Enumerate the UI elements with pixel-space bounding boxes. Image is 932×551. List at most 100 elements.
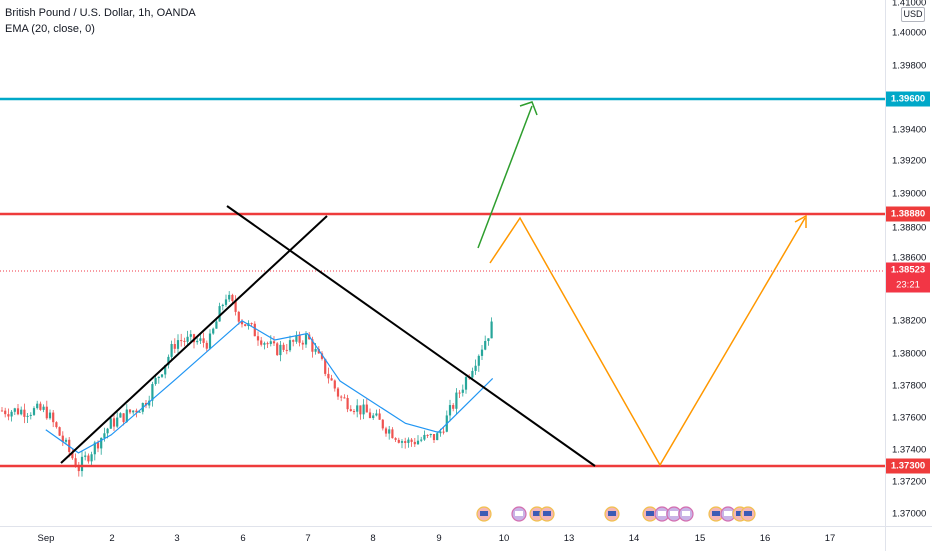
candle-body — [173, 344, 176, 349]
orange-arrow-head — [794, 214, 807, 228]
time-label: 15 — [694, 533, 706, 544]
candle-body — [29, 414, 32, 416]
candle-body — [285, 349, 288, 351]
price-tick: 1.39800 — [892, 60, 927, 72]
candle-body — [20, 409, 23, 415]
price-tick: 1.37800 — [892, 380, 927, 392]
candle-body — [135, 410, 138, 413]
candle-body — [64, 439, 68, 442]
candle-body — [368, 412, 372, 418]
top-level-price-tag: 1.39600 — [886, 91, 930, 107]
price-tick: 1.38600 — [892, 252, 927, 264]
candle-body — [80, 456, 84, 472]
candle-body — [84, 455, 87, 457]
candle-body — [61, 435, 64, 442]
candle-body — [119, 413, 122, 418]
candle-body — [349, 409, 352, 412]
descending-trendline[interactable] — [226, 205, 596, 467]
candle-body — [384, 428, 388, 434]
candle-body — [138, 411, 141, 413]
candle-body — [4, 410, 7, 415]
candle-body — [372, 415, 375, 418]
candle-body — [208, 333, 212, 349]
candle-body — [391, 429, 394, 439]
candle-body — [282, 344, 285, 350]
candle-body — [356, 405, 359, 412]
indicator-legend[interactable]: EMA (20, close, 0) — [5, 23, 95, 35]
time-label: 3 — [174, 533, 180, 544]
candle-body — [228, 294, 231, 300]
candle-body — [480, 349, 484, 356]
candle-body — [397, 439, 400, 443]
price-axis[interactable]: USD 1.41000 1.40000 1.39800 1.39400 1.39… — [885, 0, 932, 526]
price-tick: 1.37200 — [892, 476, 927, 488]
orange-projection-path[interactable] — [489, 216, 806, 467]
candle-body — [234, 301, 237, 312]
green-projection-arrow[interactable] — [477, 105, 533, 249]
candle-body — [164, 365, 167, 375]
candle-body — [464, 377, 468, 390]
price-tick: 1.39000 — [892, 188, 927, 200]
ascending-trendline[interactable] — [60, 215, 328, 464]
time-label: 17 — [824, 533, 836, 544]
candle-body — [429, 434, 432, 436]
time-label: 8 — [370, 533, 376, 544]
candle-body — [221, 304, 224, 307]
candle-body — [416, 440, 420, 445]
candle-body — [432, 434, 436, 441]
candle-body — [362, 404, 365, 415]
candle-body — [93, 442, 96, 455]
time-label: 13 — [563, 533, 575, 544]
candle-body — [160, 374, 164, 377]
time-label: 2 — [109, 533, 115, 544]
symbol-title[interactable]: British Pound / U.S. Dollar, 1h, OANDA — [5, 7, 196, 19]
time-label: 7 — [305, 533, 311, 544]
candle-body — [410, 439, 413, 442]
candle-body — [55, 422, 58, 428]
economic-events-row — [476, 506, 756, 522]
candle-body — [106, 428, 109, 434]
candle-body — [266, 343, 269, 345]
candle-body — [352, 411, 356, 413]
price-tick: 1.38000 — [892, 348, 927, 360]
candle-body — [148, 400, 151, 406]
currency-label[interactable]: USD — [901, 7, 925, 22]
us-flag-stripe — [480, 511, 488, 516]
time-label: 6 — [240, 533, 246, 544]
candle-body — [388, 429, 391, 434]
candles-layer — [0, 291, 493, 477]
candle-body — [42, 406, 45, 410]
candle-body — [132, 410, 135, 413]
price-tick: 1.38800 — [892, 222, 927, 234]
time-axis[interactable]: Sep 2 3 6 7 8 9 10 13 14 15 16 17 — [0, 526, 885, 551]
candle-body — [128, 409, 132, 413]
candle-body — [455, 392, 458, 409]
candle-body — [343, 397, 346, 399]
candle-body — [320, 353, 324, 359]
chart-pane[interactable] — [0, 0, 885, 526]
ema-line — [45, 319, 494, 454]
candle-body — [400, 441, 404, 443]
candle-body — [375, 413, 378, 416]
candle-body — [279, 344, 282, 356]
candle-body — [109, 418, 112, 429]
candle-body — [314, 348, 317, 352]
price-tick: 1.37000 — [892, 508, 927, 520]
candle-body — [330, 378, 333, 381]
candle-body — [471, 370, 474, 378]
candle-body — [490, 321, 493, 339]
us-flag-stripe — [543, 511, 551, 516]
candle-body — [39, 403, 42, 410]
candle-body — [112, 418, 116, 427]
candle-body — [244, 324, 247, 327]
candle-body — [154, 378, 157, 385]
candle-body — [10, 411, 13, 417]
green-arrow-head — [519, 101, 538, 116]
price-tick: 1.39400 — [892, 124, 927, 136]
us-flag-stripe — [736, 511, 744, 516]
axis-corner[interactable] — [885, 526, 932, 551]
price-tick: 1.38200 — [892, 315, 927, 327]
uk-flag-stripe — [724, 511, 732, 516]
candle-body — [394, 438, 397, 440]
candle-body — [167, 356, 170, 366]
